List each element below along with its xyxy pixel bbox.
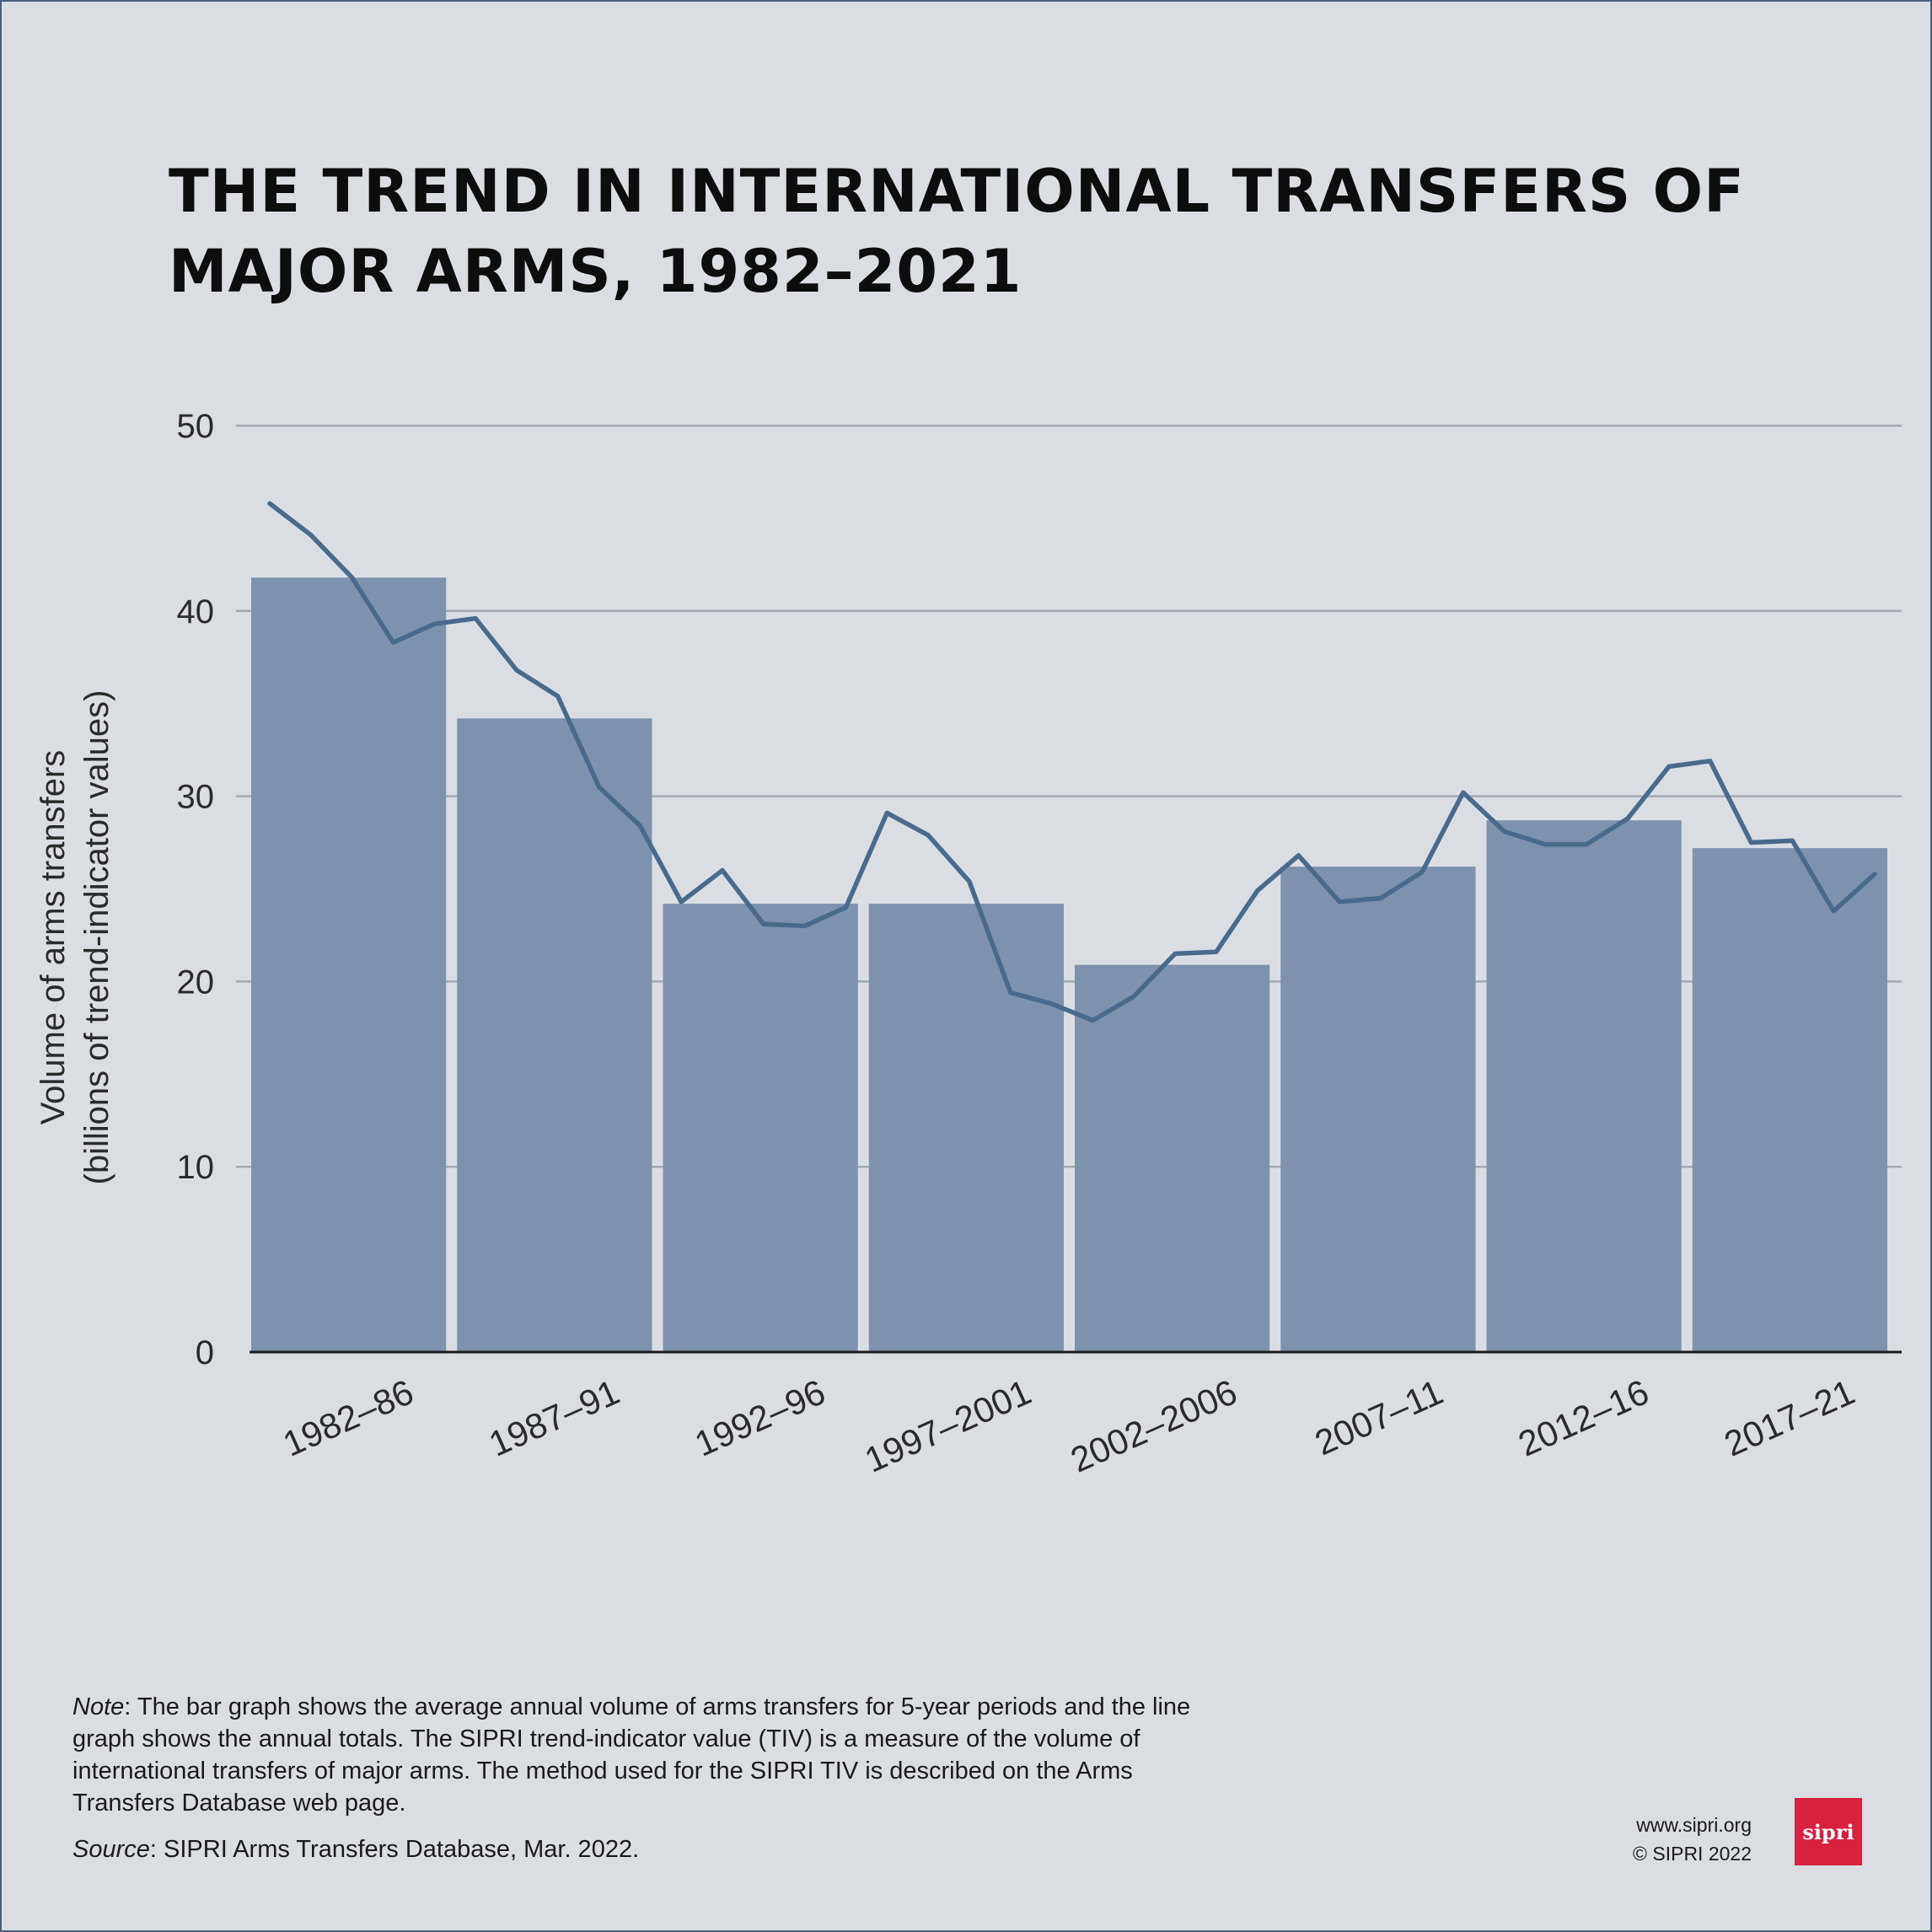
bar-1997–2001 [868,904,1064,1352]
bars [251,577,1887,1352]
y-axis-title-line-1: Volume of arms transfers [35,750,72,1125]
bar-2012–16 [1486,820,1682,1352]
source-text: : SIPRI Arms Transfers Database, Mar. 20… [149,1836,640,1863]
chart-source: Source: SIPRI Arms Transfers Database, M… [72,1836,639,1864]
x-tick-label: 2012–16 [1512,1371,1654,1463]
note-text: : The bar graph shows the average annual… [72,1693,1191,1817]
y-tick-labels: 0 10 20 30 40 50 [177,408,215,1371]
copyright-text: © SIPRI 2022 [1633,1843,1752,1865]
chart-title: THE TREND IN INTERNATIONAL TRANSFERS OF … [169,152,1812,312]
x-tick-label: 2002–2006 [1065,1371,1242,1479]
chart-title-line-1: THE TREND IN INTERNATIONAL TRANSFERS OF [169,157,1745,226]
x-tick-label: 1987–91 [483,1371,625,1463]
y-tick-label: 40 [177,593,215,631]
sipri-logo: sipri [1795,1798,1862,1865]
x-tick-label: 1982–86 [277,1371,419,1463]
website-link[interactable]: www.sipri.org [1636,1814,1752,1836]
chart-note: Note: The bar graph shows the average an… [72,1691,1236,1819]
x-tick-label: 1992–96 [689,1371,830,1463]
annual-totals-line-layer [267,501,1877,1023]
x-tick-label: 1997–2001 [859,1371,1037,1479]
x-tick-labels: 1982–86 1987–91 1992–96 1997–2001 2002–2006 2… [277,1371,1860,1479]
y-axis-title-line-2: (billions of trend-indicator values) [78,690,115,1185]
annual-totals-line [267,501,1877,1023]
bar-1987–91 [457,718,652,1352]
note-label: Note [72,1693,125,1720]
chart-title-line-2: MAJOR ARMS, 1982–2021 [169,237,1022,306]
bar-2002–2006 [1075,964,1270,1352]
y-tick-label: 20 [177,963,215,1001]
y-tick-label: 10 [177,1149,215,1186]
bar-1982–86 [251,577,447,1352]
x-tick-label: 2017–21 [1719,1371,1860,1463]
y-tick-label: 30 [177,779,215,816]
credit-block: www.sipri.org © SIPRI 2022 [1633,1811,1752,1868]
bar-2017–21 [1692,848,1887,1352]
y-tick-label: 0 [196,1334,214,1371]
bar-2007–11 [1280,867,1476,1352]
bar-1992–96 [663,904,858,1352]
arms-transfers-chart: 0 10 20 30 40 50 1982–86 1987–91 1992–96 1997–20… [35,408,1902,1480]
x-tick-label: 2007–11 [1309,1371,1449,1462]
source-label: Source [72,1836,150,1863]
y-tick-label: 50 [177,408,215,445]
